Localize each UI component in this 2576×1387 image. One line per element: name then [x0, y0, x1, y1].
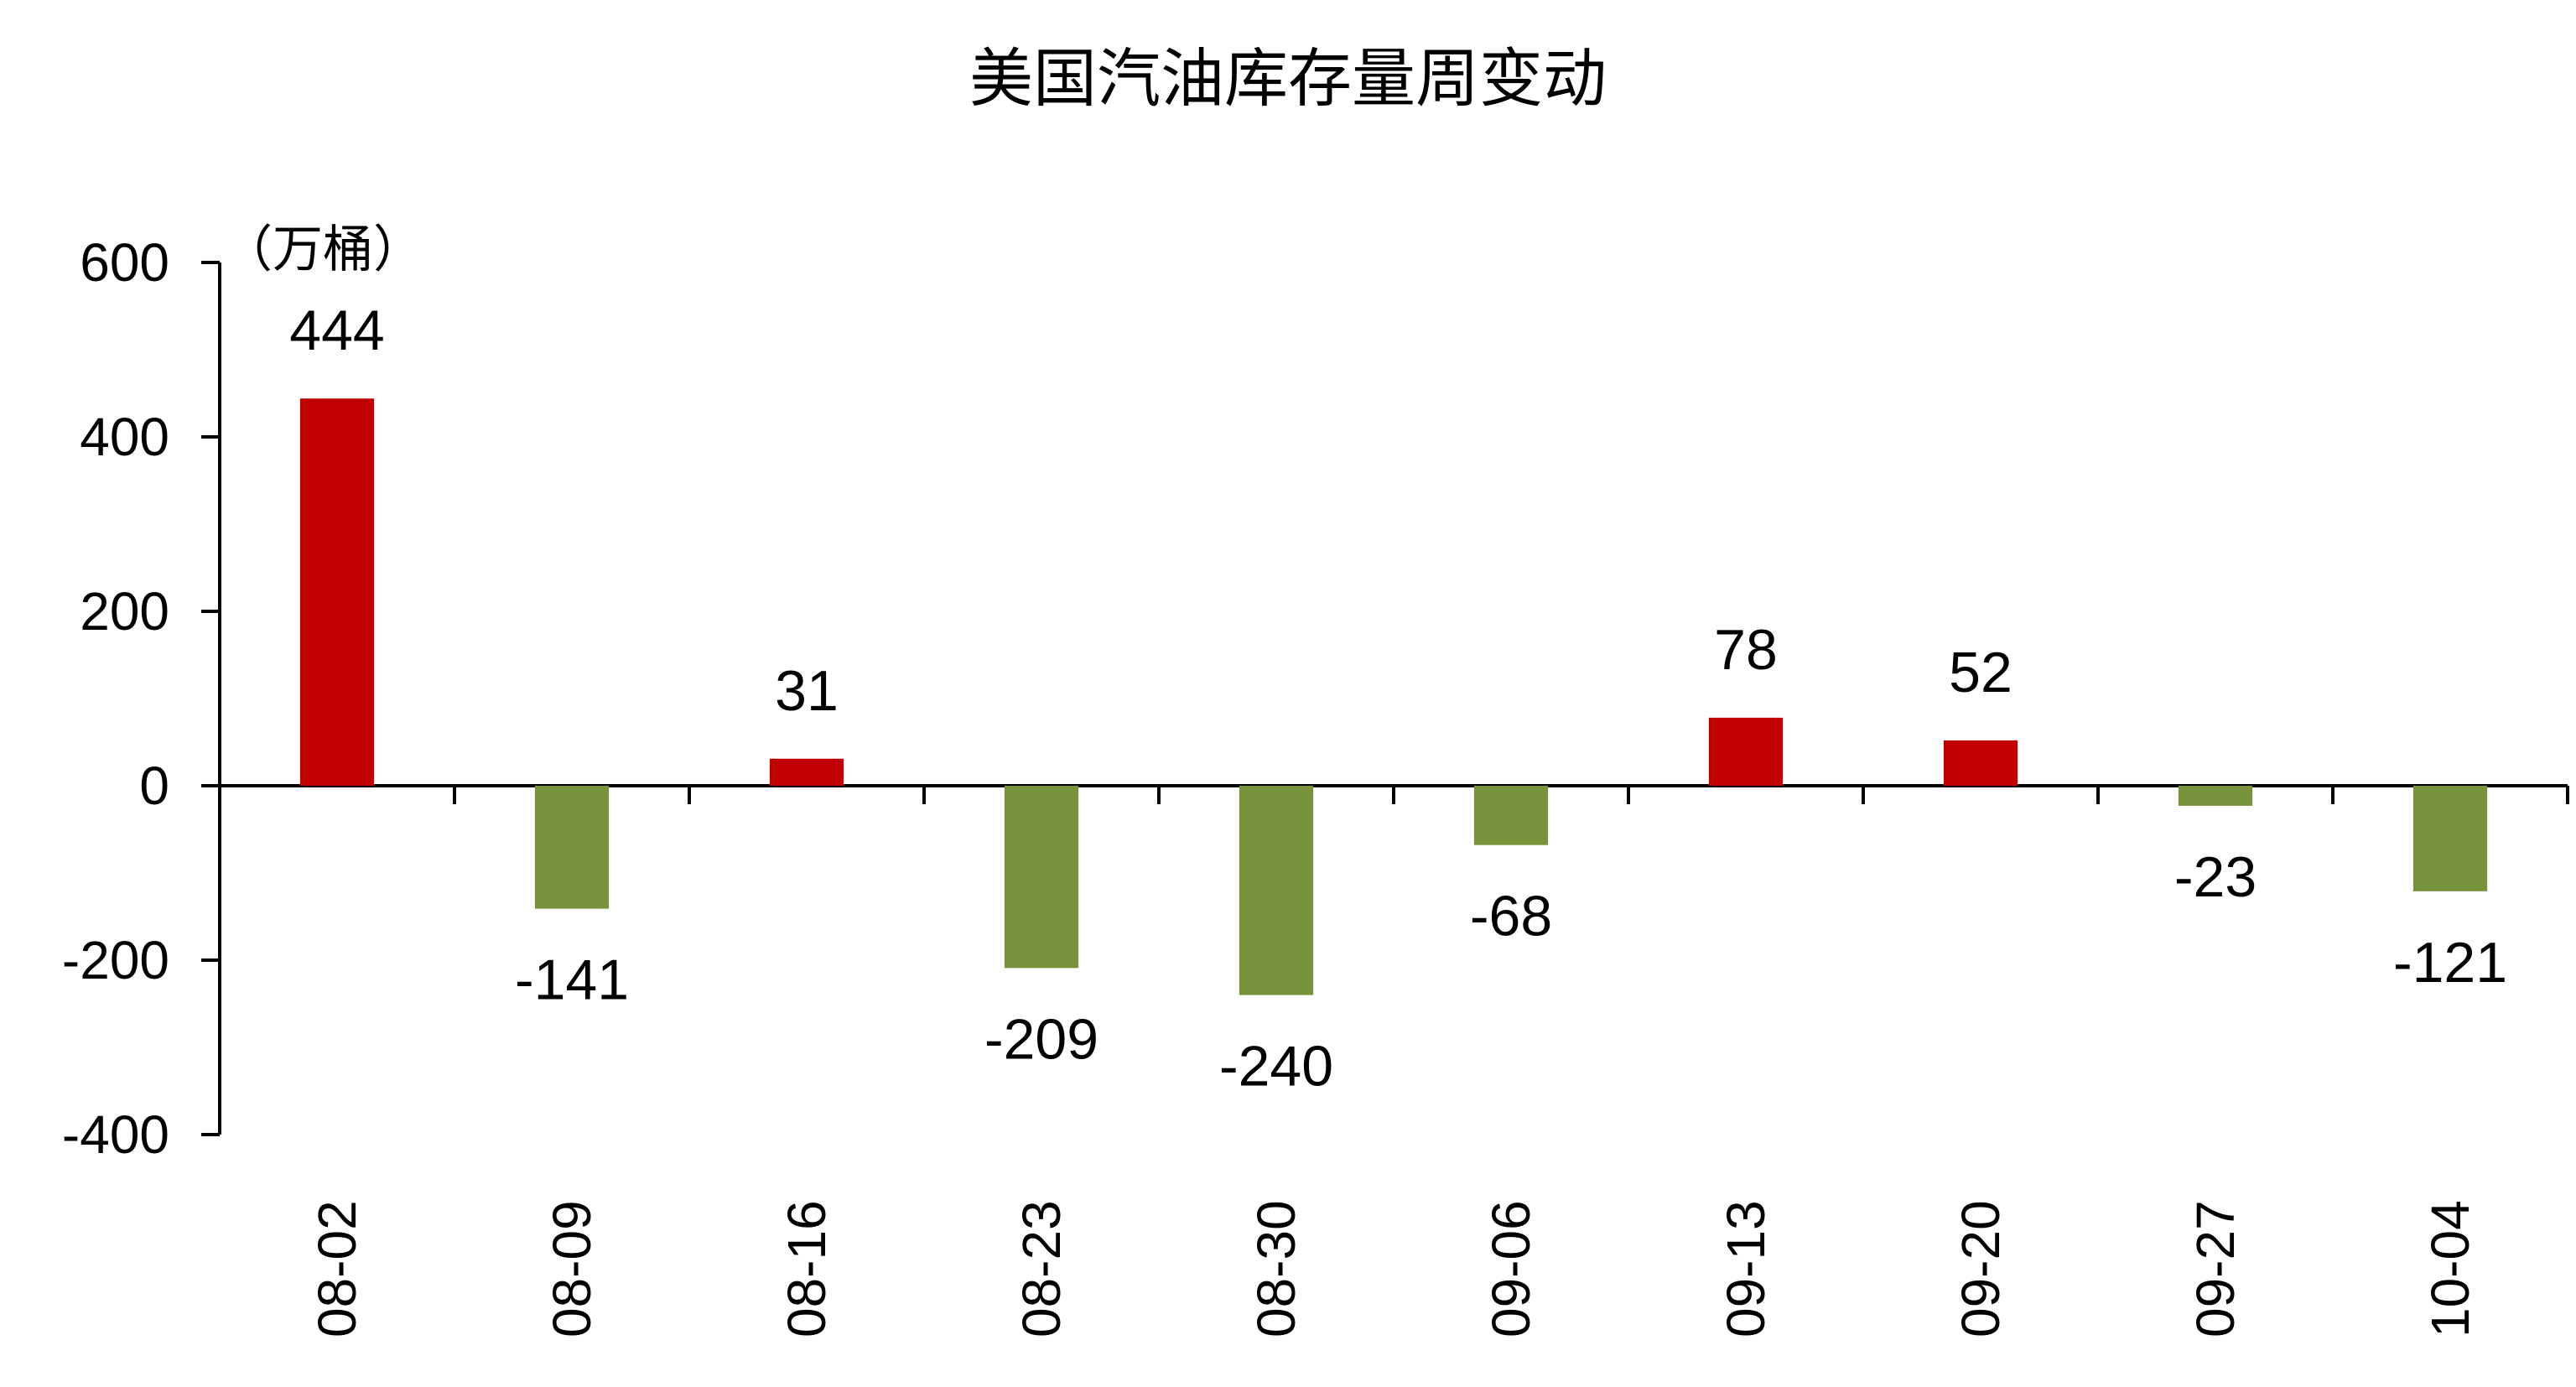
bar-09-13 [1708, 717, 1784, 786]
y-axis: 600 400 200 0 -200 -400 [62, 232, 221, 1165]
data-label-08-02: 444 [289, 299, 384, 362]
data-label-09-06: -68 [1470, 885, 1552, 948]
bar-09-27 [2178, 786, 2253, 806]
y-tick-label: -400 [62, 1104, 169, 1165]
data-label-09-27: -23 [2174, 845, 2257, 909]
data-label-10-04: -121 [2393, 931, 2507, 995]
data-label-09-13: 78 [1714, 618, 1778, 682]
bar-10-04 [2412, 786, 2488, 891]
bar-09-06 [1473, 786, 1549, 845]
unit-label: （万桶） [222, 221, 423, 279]
bar-08-16 [769, 758, 844, 786]
bar-08-02 [299, 398, 375, 786]
x-tick-label-09-27: 09-27 [2185, 1200, 2246, 1338]
x-axis: 08-02 08-09 08-16 08-23 08-30 09-06 09-13 09-20… [218, 784, 2569, 1338]
data-label-08-09: -141 [515, 948, 629, 1012]
y-tick-label: 200 [80, 581, 169, 642]
x-tick-label-09-06: 09-06 [1481, 1200, 1541, 1338]
x-tick-label-08-09: 08-09 [542, 1200, 602, 1338]
bar-09-20 [1943, 740, 2018, 786]
data-label-09-20: 52 [1949, 641, 2012, 704]
x-tick-label-09-13: 09-13 [1716, 1200, 1776, 1338]
bar-08-30 [1239, 786, 1314, 995]
data-label-08-30: -240 [1219, 1035, 1333, 1099]
x-tick-label-09-20: 09-20 [1950, 1200, 2011, 1338]
chart-title: 美国汽油库存量周变动 [969, 41, 1607, 116]
x-tick-label-08-30: 08-30 [1246, 1200, 1306, 1338]
y-tick-label: 0 [139, 756, 169, 816]
y-tick-label: 600 [80, 232, 169, 293]
y-tick-label: -200 [62, 930, 169, 990]
bars [299, 398, 2488, 995]
data-label-08-23: -209 [984, 1007, 1098, 1071]
bar-08-23 [1004, 786, 1079, 969]
data-label-08-16: 31 [775, 659, 839, 723]
x-tick-label-08-23: 08-23 [1011, 1200, 1072, 1338]
x-tick-label-08-02: 08-02 [307, 1200, 367, 1338]
x-tick-label-08-16: 08-16 [776, 1200, 837, 1338]
y-tick-label: 400 [80, 407, 169, 467]
bar-08-09 [534, 786, 610, 909]
data-labels: 444 -141 31 -209 -240 -68 78 52 -23 -121 [289, 299, 2507, 1098]
x-tick-label-10-04: 10-04 [2420, 1200, 2480, 1338]
